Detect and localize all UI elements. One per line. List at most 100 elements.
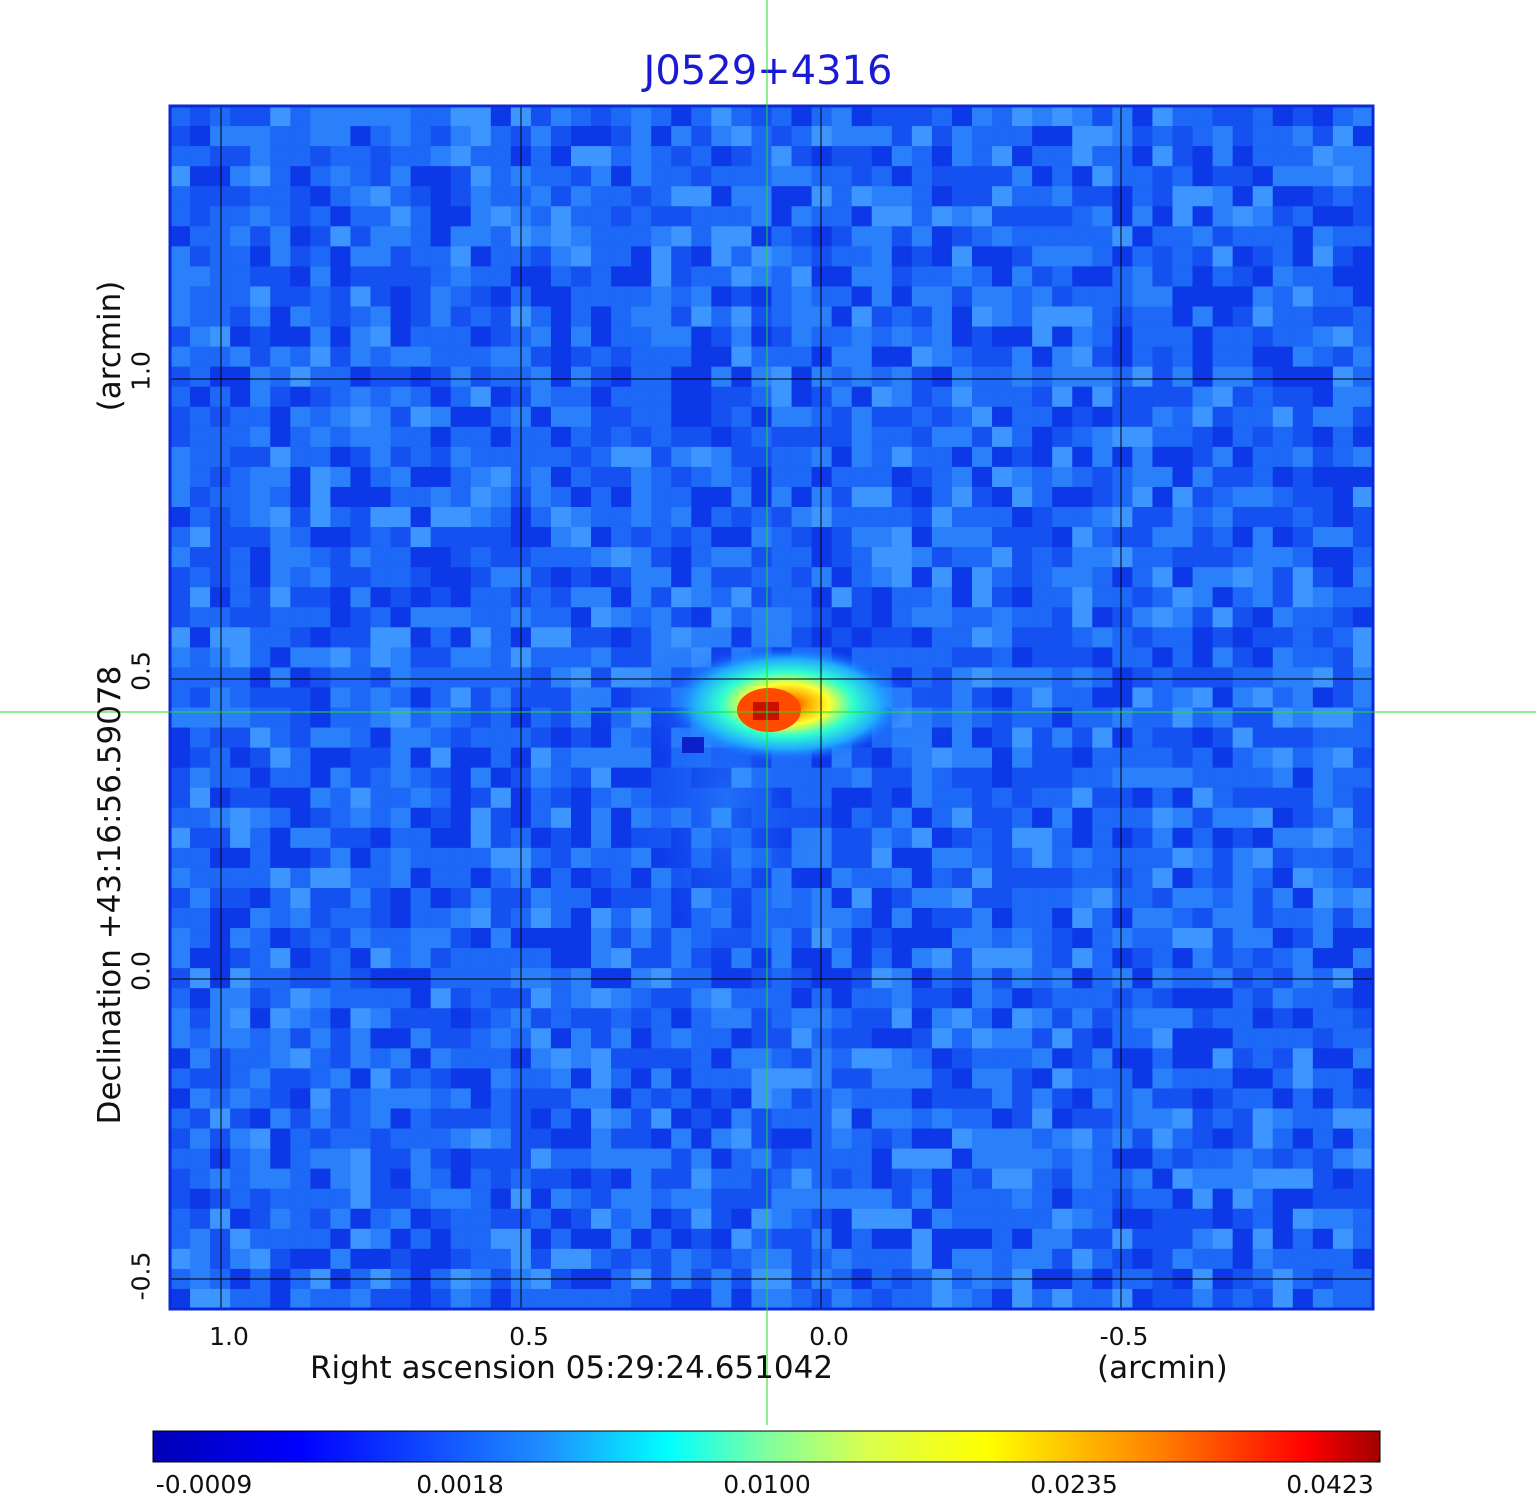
heatmap-cell bbox=[1272, 426, 1294, 448]
heatmap-cell bbox=[731, 567, 753, 588]
heatmap-cell bbox=[1252, 366, 1274, 388]
heatmap-cell bbox=[1272, 366, 1294, 388]
heatmap-cell bbox=[1032, 707, 1053, 729]
heatmap-cell bbox=[1232, 106, 1254, 127]
heatmap-cell bbox=[450, 747, 472, 769]
heatmap-cell bbox=[1072, 727, 1093, 749]
heatmap-cell bbox=[190, 406, 211, 428]
heatmap-cell bbox=[1152, 1048, 1174, 1069]
heatmap-cell bbox=[1252, 226, 1274, 247]
heatmap-cell bbox=[250, 727, 271, 749]
heatmap-cell bbox=[1152, 1128, 1174, 1150]
heatmap-cell bbox=[1192, 466, 1214, 488]
heatmap-cell bbox=[751, 226, 773, 247]
heatmap-cell bbox=[290, 1288, 311, 1309]
heatmap-cell bbox=[831, 1248, 853, 1270]
heatmap-cell bbox=[1132, 466, 1154, 488]
y-axis-unit-anchor: (arcmin) bbox=[92, 281, 128, 412]
heatmap-cell bbox=[651, 266, 672, 288]
heatmap-cell bbox=[550, 206, 572, 227]
heatmap-cell bbox=[972, 326, 993, 348]
heatmap-cell bbox=[1332, 1048, 1354, 1069]
heatmap-cell bbox=[931, 326, 953, 348]
heatmap-cell bbox=[631, 587, 652, 608]
heatmap-cell bbox=[972, 607, 993, 628]
heatmap-cell bbox=[470, 106, 492, 127]
heatmap-cell bbox=[1172, 206, 1194, 227]
heatmap-cell bbox=[470, 968, 492, 989]
heatmap-cell bbox=[911, 1208, 933, 1230]
heatmap-cell bbox=[1092, 908, 1113, 929]
heatmap-cell bbox=[350, 186, 372, 207]
heatmap-cell bbox=[390, 928, 412, 949]
heatmap-cell bbox=[430, 406, 452, 428]
heatmap-cell bbox=[350, 1168, 372, 1190]
heatmap-cell bbox=[1312, 807, 1334, 829]
heatmap-cell bbox=[270, 847, 291, 869]
heatmap-cell bbox=[430, 988, 452, 1009]
x-tick-label: 0.0 bbox=[809, 1322, 849, 1351]
heatmap-cell bbox=[1132, 948, 1154, 969]
heatmap-cell bbox=[951, 1028, 973, 1049]
heatmap-cell bbox=[1232, 166, 1254, 187]
heatmap-cell bbox=[1112, 1148, 1133, 1170]
heatmap-cell bbox=[1352, 928, 1373, 949]
heatmap-cell bbox=[951, 607, 973, 628]
heatmap-cell bbox=[611, 326, 632, 348]
heatmap-cell bbox=[711, 306, 732, 328]
heatmap-cell bbox=[751, 186, 773, 207]
heatmap-cell bbox=[390, 186, 412, 207]
heatmap-cell bbox=[370, 527, 392, 548]
heatmap-cell bbox=[1012, 1028, 1033, 1049]
heatmap-cell bbox=[972, 948, 993, 969]
heatmap-cell bbox=[430, 226, 452, 247]
heatmap-cell bbox=[1352, 326, 1373, 348]
heatmap-cell bbox=[530, 827, 552, 849]
heatmap-cell bbox=[751, 567, 773, 588]
heatmap-cell bbox=[410, 1188, 432, 1210]
heatmap-cell bbox=[851, 1028, 873, 1049]
heatmap-cell bbox=[931, 928, 953, 949]
heatmap-cell bbox=[290, 1088, 311, 1110]
heatmap-cell bbox=[911, 1048, 933, 1069]
heatmap-cell bbox=[1332, 928, 1354, 949]
heatmap-cell bbox=[611, 887, 632, 909]
heatmap-cell bbox=[711, 346, 732, 368]
heatmap-cell bbox=[1272, 627, 1294, 648]
heatmap-cell bbox=[170, 1108, 191, 1130]
heatmap-cell bbox=[230, 1208, 251, 1230]
heatmap-cell bbox=[530, 747, 552, 769]
heatmap-cell bbox=[1152, 707, 1174, 729]
heatmap-cell bbox=[310, 527, 331, 548]
heatmap-cell bbox=[931, 1248, 953, 1270]
heatmap-cell bbox=[631, 1148, 652, 1170]
heatmap-cell bbox=[370, 928, 392, 949]
heatmap-cell bbox=[490, 867, 512, 889]
heatmap-cell bbox=[430, 426, 452, 448]
heatmap-cell bbox=[931, 266, 953, 288]
heatmap-cell bbox=[170, 1148, 191, 1170]
heatmap-cell bbox=[571, 1108, 592, 1130]
heatmap-cell bbox=[891, 466, 913, 488]
heatmap-cell bbox=[1112, 807, 1133, 829]
heatmap-cell bbox=[1272, 446, 1294, 468]
heatmap-cell bbox=[1312, 226, 1334, 247]
heatmap-cell bbox=[1232, 1068, 1254, 1090]
heatmap-cell bbox=[270, 1168, 291, 1190]
heatmap-cell bbox=[170, 286, 191, 308]
heatmap-cell bbox=[1292, 1248, 1314, 1270]
heatmap-cell bbox=[350, 667, 372, 689]
heatmap-cell bbox=[1352, 667, 1373, 689]
heatmap-cell bbox=[771, 346, 793, 368]
heatmap-cell bbox=[390, 647, 412, 668]
heatmap-cell bbox=[1072, 126, 1093, 147]
heatmap-cell bbox=[972, 1108, 993, 1130]
heatmap-cell bbox=[1252, 1248, 1274, 1270]
heatmap-cell bbox=[1352, 1008, 1373, 1029]
heatmap-cell bbox=[1032, 386, 1053, 408]
heatmap-cell bbox=[1312, 466, 1334, 488]
heatmap-cell bbox=[911, 246, 933, 267]
heatmap-cell bbox=[430, 1288, 452, 1309]
heatmap-cell bbox=[631, 1208, 652, 1230]
heatmap-cell bbox=[1192, 1108, 1214, 1130]
